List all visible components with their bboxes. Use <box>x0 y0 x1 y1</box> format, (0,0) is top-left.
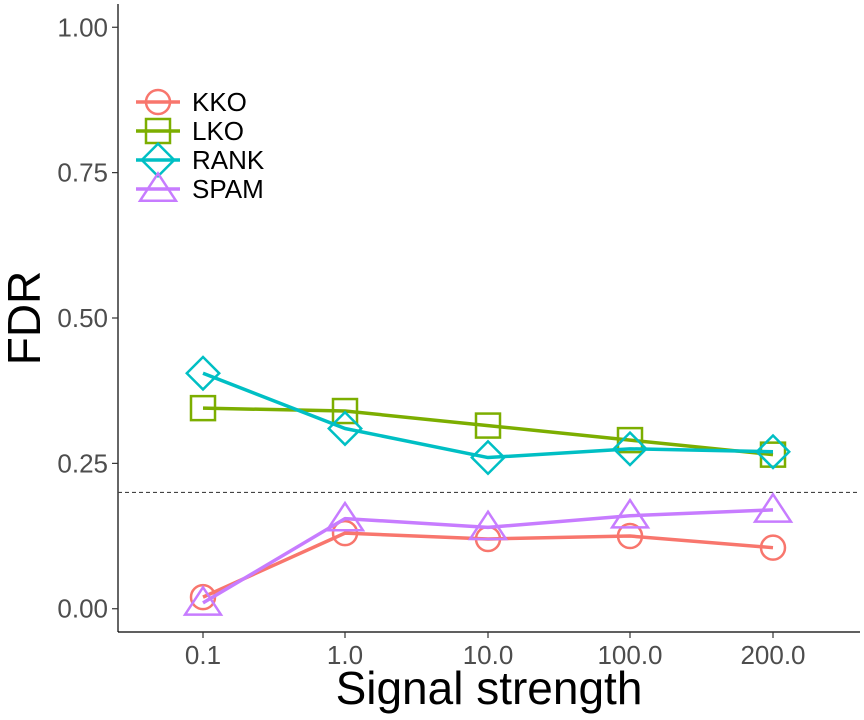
x-tick-label: 0.1 <box>185 640 221 670</box>
legend-label-spam: SPAM <box>192 174 264 204</box>
data-point-lko <box>331 397 359 425</box>
x-tick-label: 10.0 <box>463 640 514 670</box>
data-point-lko <box>616 426 644 454</box>
y-ticks: 0.00 0.25 0.50 0.75 1.00 <box>57 12 118 624</box>
data-point-kko <box>759 534 787 561</box>
series-kko <box>189 519 787 611</box>
legend-item-kko: KKO <box>136 87 247 117</box>
data-point-spam <box>182 585 224 616</box>
legend-label-lko: LKO <box>192 116 244 146</box>
legend-marker-spam <box>137 171 179 202</box>
data-point-kko <box>331 519 359 547</box>
y-axis-title: FDR <box>0 271 50 366</box>
legend-item-rank: RANK <box>136 142 265 178</box>
x-ticks: 0.1 1.0 10.0 100.0 200.0 <box>185 632 806 670</box>
data-point-rank <box>612 430 648 467</box>
data-point-kko <box>616 522 644 550</box>
data-point-spam <box>752 492 794 523</box>
data-point-spam <box>609 497 651 529</box>
y-tick-label: 0.00 <box>57 594 108 624</box>
series-line-rank <box>202 371 774 460</box>
data-point-spam <box>467 509 509 541</box>
legend-item-lko: LKO <box>136 116 244 146</box>
series-line-spam <box>202 508 774 605</box>
legend-marker-kko <box>144 88 172 116</box>
series-layer <box>182 355 794 616</box>
legend-label-kko: KKO <box>192 87 247 117</box>
series-line-kko <box>202 531 774 599</box>
data-point-lko <box>189 394 217 422</box>
x-tick-label: 100.0 <box>597 640 662 670</box>
data-point-rank <box>755 433 791 470</box>
legend-item-spam: SPAM <box>136 171 264 204</box>
data-point-rank <box>185 355 221 392</box>
data-point-rank <box>327 410 363 447</box>
y-tick-label: 0.50 <box>57 303 108 333</box>
data-point-lko <box>474 412 502 439</box>
x-axis-title: Signal strength <box>336 662 643 714</box>
data-point-rank <box>470 439 506 476</box>
series-rank <box>185 355 791 476</box>
series-line-lko <box>202 406 774 457</box>
x-tick-label: 1.0 <box>327 640 363 670</box>
legend-marker-rank <box>140 142 176 178</box>
y-tick-label: 0.75 <box>57 158 108 188</box>
legend-label-rank: RANK <box>192 145 265 175</box>
y-tick-label: 0.25 <box>57 448 108 478</box>
y-tick-label: 1.00 <box>57 12 108 42</box>
series-spam <box>182 492 794 616</box>
data-point-spam <box>324 500 366 532</box>
x-tick-label: 200.0 <box>740 640 805 670</box>
